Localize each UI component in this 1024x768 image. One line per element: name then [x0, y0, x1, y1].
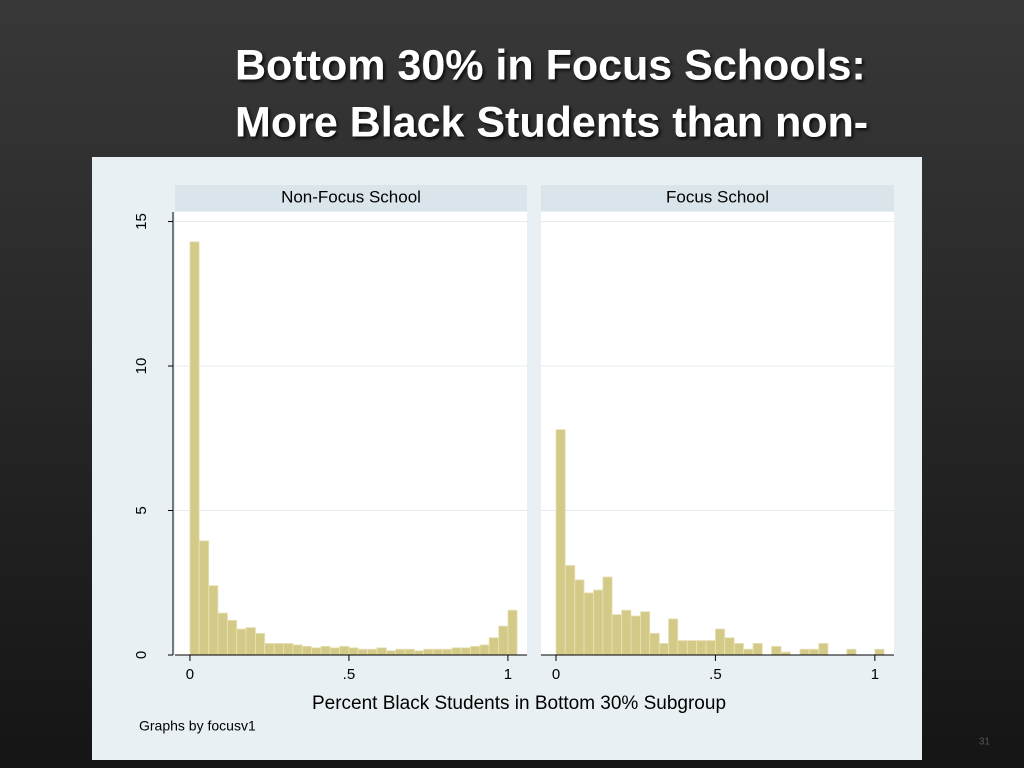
bar [255, 632, 266, 656]
x-tick-label: 1 [504, 666, 512, 683]
bar [640, 611, 651, 656]
plot-area [175, 212, 527, 655]
bar [273, 643, 284, 656]
x-axis-label: Percent Black Students in Bottom 30% Sub… [312, 693, 726, 714]
bar [227, 619, 238, 656]
bar [686, 640, 698, 656]
x-tick-label: 0 [552, 666, 560, 683]
bar [752, 643, 763, 656]
bar [198, 540, 210, 656]
x-tick-label: .5 [343, 666, 356, 683]
x-tick-label: 0 [186, 666, 194, 683]
bar [217, 612, 228, 656]
bar [386, 650, 397, 656]
bar [724, 637, 735, 656]
bar [451, 647, 462, 656]
bar [696, 640, 707, 656]
bar [574, 579, 585, 656]
bar [555, 429, 566, 656]
bar [367, 648, 378, 656]
bar [668, 618, 679, 656]
bar [564, 565, 576, 656]
bar [432, 648, 443, 656]
y-tick-label: 15 [133, 213, 150, 230]
bar [236, 628, 247, 656]
bar [621, 609, 632, 656]
bar [264, 643, 275, 656]
slide-title: Bottom 30% in Focus Schools: [235, 41, 866, 89]
bar [357, 648, 369, 656]
bar [329, 647, 341, 656]
panel-title: Non-Focus School [281, 187, 421, 206]
panel-header [541, 185, 894, 211]
bar [593, 589, 604, 656]
bar [339, 645, 350, 656]
bar [658, 643, 669, 656]
bar [808, 648, 820, 656]
bar [479, 644, 490, 656]
bar [442, 648, 453, 656]
bar [649, 632, 660, 656]
y-tick-label: 5 [133, 506, 150, 514]
bar [818, 643, 829, 656]
x-tick-label: .5 [709, 666, 722, 683]
bar [611, 614, 623, 656]
bar [771, 645, 782, 656]
bar [507, 609, 518, 656]
slide-title: More Black Students than non- [235, 98, 868, 146]
bar [488, 637, 500, 656]
bar [245, 627, 256, 656]
bar [470, 645, 481, 656]
bar [404, 648, 415, 656]
bar [630, 615, 641, 656]
y-tick-label: 10 [133, 358, 150, 375]
bar [189, 241, 200, 656]
bar [498, 625, 509, 656]
bar [733, 643, 744, 656]
bar [705, 640, 716, 656]
bar [292, 644, 303, 656]
x-tick-label: 1 [871, 666, 879, 683]
plot-area [541, 212, 894, 655]
bar [395, 648, 406, 656]
bar [423, 648, 434, 656]
bar [715, 628, 726, 656]
bar [376, 647, 387, 656]
bar [602, 576, 613, 656]
bar [743, 648, 754, 656]
bar [348, 647, 359, 656]
y-tick-label: 0 [133, 651, 150, 659]
bar [283, 643, 294, 656]
panel-title: Focus School [666, 187, 769, 206]
note: Graphs by focusv1 [139, 718, 256, 734]
bar [301, 645, 312, 656]
bar [320, 645, 331, 656]
bar [677, 640, 688, 656]
bar [460, 647, 471, 656]
bar [799, 648, 810, 656]
bar [311, 647, 322, 656]
bar [583, 592, 595, 656]
panel-header [175, 185, 527, 211]
bar [874, 648, 885, 656]
page-number: 31 [979, 737, 991, 748]
bar [846, 648, 857, 656]
bar [208, 585, 219, 656]
bar [414, 650, 425, 656]
